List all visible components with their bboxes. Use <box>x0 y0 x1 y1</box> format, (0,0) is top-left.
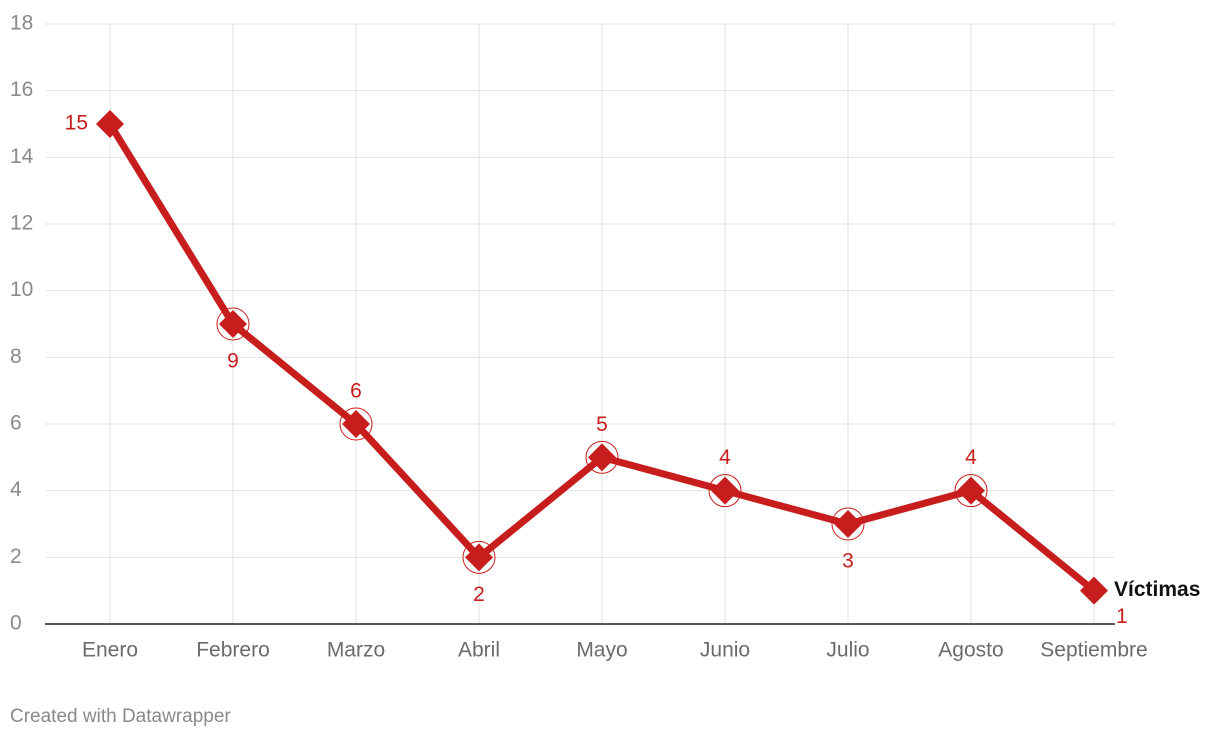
marker <box>96 110 124 138</box>
marker-ring <box>339 407 373 441</box>
x-tick-label: Febrero <box>196 639 270 662</box>
data-label: 6 <box>350 380 362 403</box>
marker-ring <box>462 540 496 574</box>
marker-ring <box>708 474 742 508</box>
marker-ring <box>831 507 865 541</box>
marker-ring <box>216 307 250 341</box>
data-label: 4 <box>965 446 977 469</box>
marker <box>1080 576 1108 605</box>
x-tick-label: Marzo <box>327 639 385 662</box>
y-tick-label: 2 <box>10 545 22 568</box>
x-tick-label: Julio <box>826 639 869 662</box>
data-label: 3 <box>842 550 854 573</box>
marker <box>711 476 739 505</box>
y-tick-label: 16 <box>10 78 33 101</box>
y-tick-label: 0 <box>10 612 22 635</box>
marker <box>957 476 985 505</box>
x-tick-label: Junio <box>700 639 750 662</box>
data-label: 4 <box>719 446 731 469</box>
x-tick-label: Mayo <box>576 639 627 662</box>
marker <box>588 443 616 472</box>
footer: Created with Datawrapper <box>10 706 231 727</box>
x-tick-label: Agosto <box>938 639 1003 662</box>
data-label: 9 <box>227 350 239 373</box>
series-label: Víctimas <box>1114 578 1200 601</box>
x-tick-label: Enero <box>82 639 138 662</box>
data-label: 15 <box>65 112 88 135</box>
y-tick-label: 8 <box>10 345 22 368</box>
marker <box>342 410 370 438</box>
y-tick-label: 14 <box>10 145 34 168</box>
marker-ring <box>954 474 988 508</box>
y-tick-label: 4 <box>10 478 22 501</box>
x-tick-label: Septiembre <box>1040 639 1147 662</box>
y-tick-label: 6 <box>10 412 22 435</box>
marker <box>465 543 493 572</box>
y-tick-label: 18 <box>10 12 33 35</box>
data-label: 2 <box>473 583 485 606</box>
data-label: 5 <box>596 413 608 436</box>
marker-ring <box>585 440 619 474</box>
marker <box>834 510 862 538</box>
data-label: 1 <box>1116 605 1128 628</box>
y-tick-label: 10 <box>10 278 33 301</box>
marker <box>219 310 247 338</box>
x-tick-label: Abril <box>458 639 500 662</box>
y-tick-label: 12 <box>10 212 33 235</box>
